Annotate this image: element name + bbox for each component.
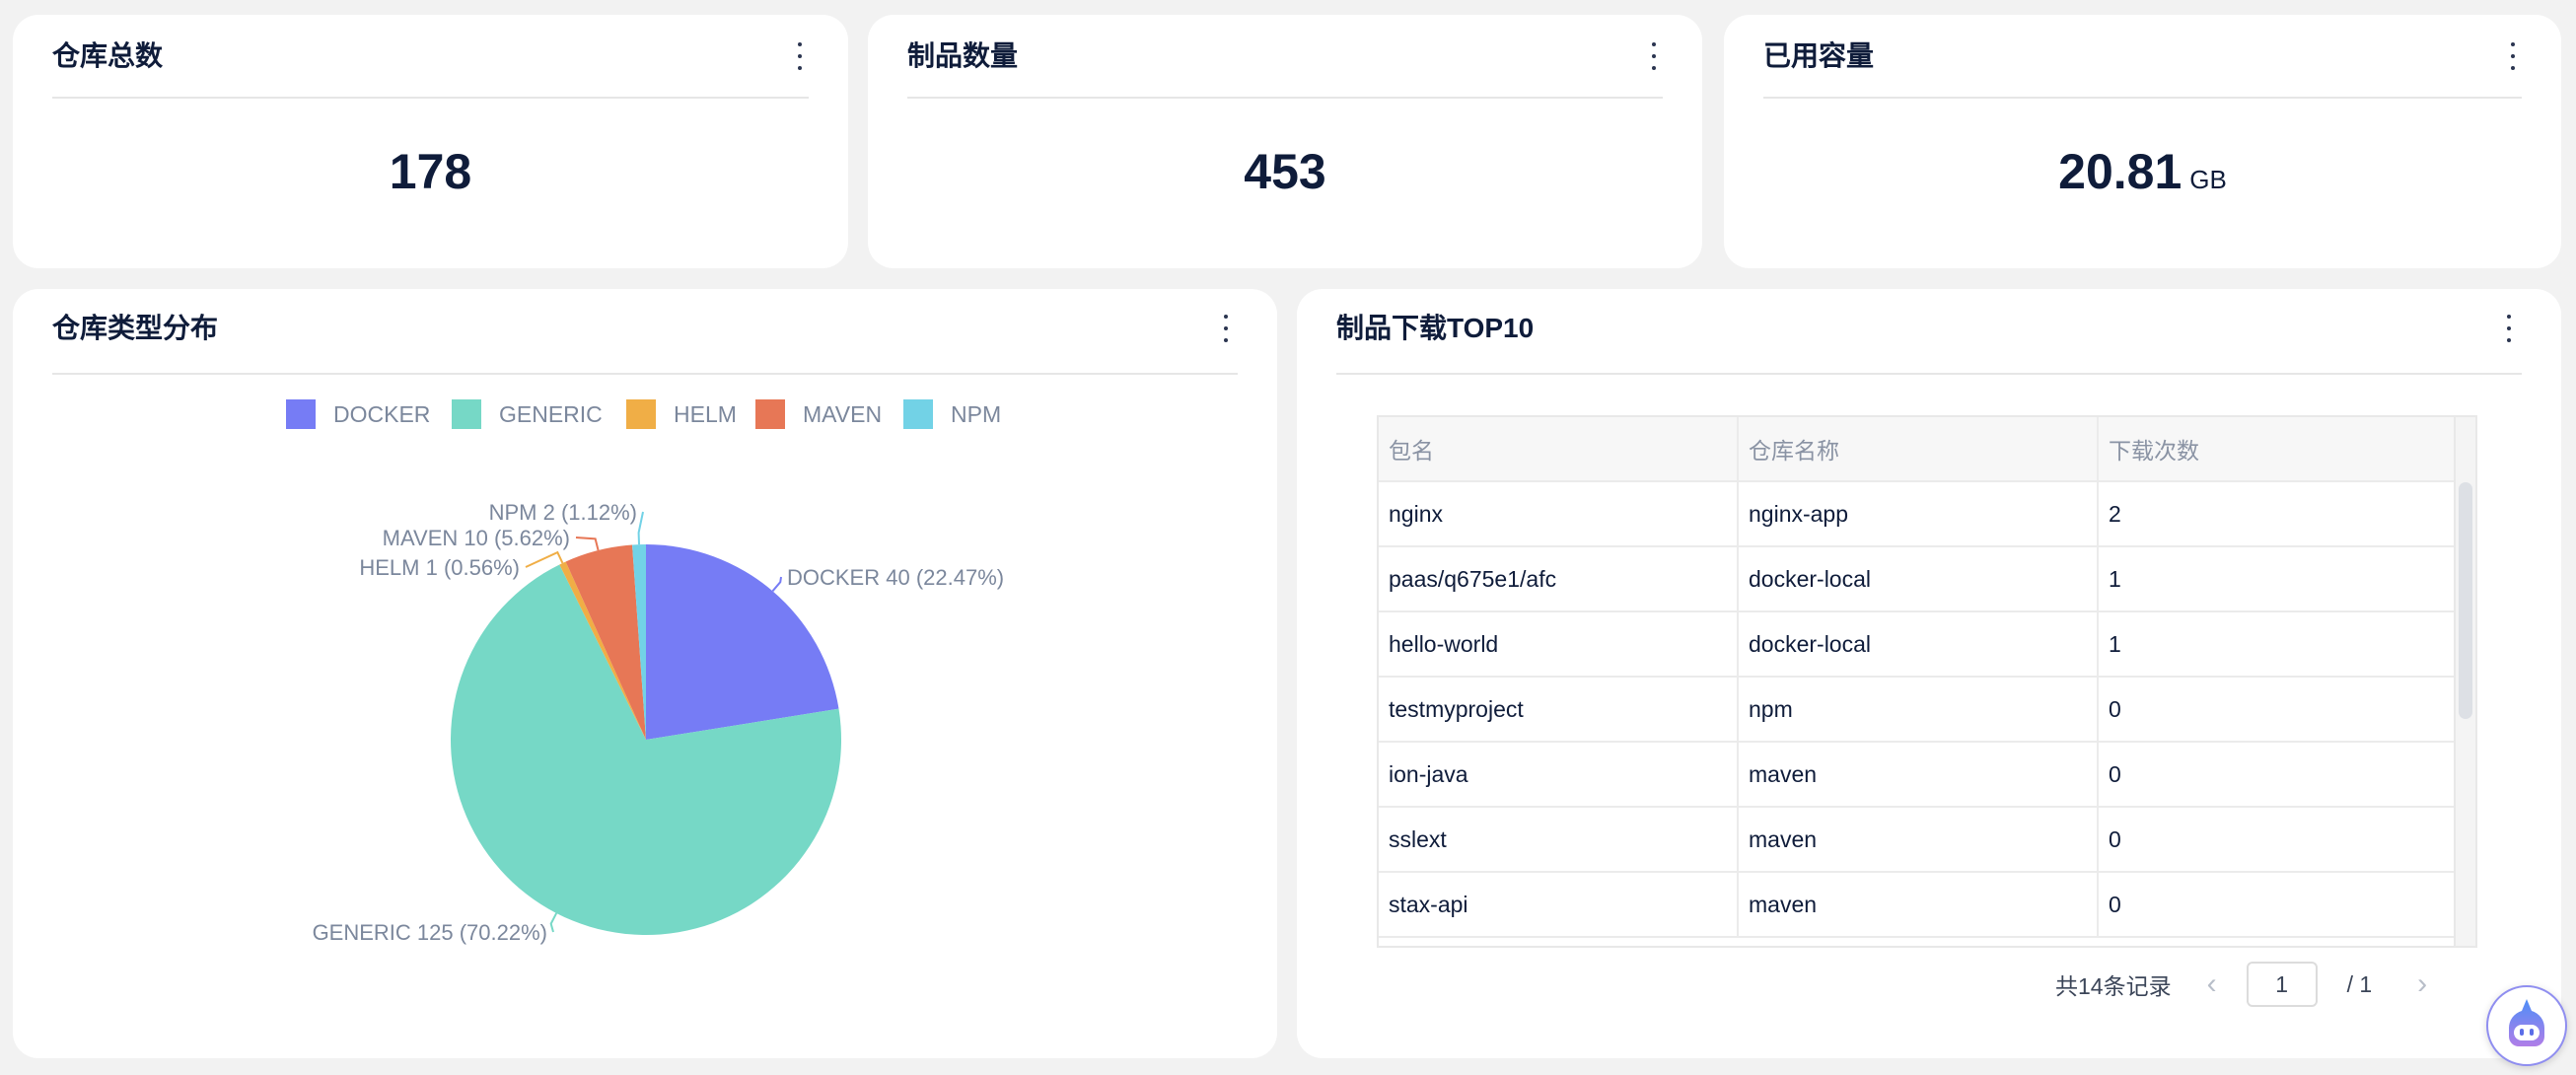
robot-assistant-icon: [2508, 999, 2545, 1046]
stat-card-used-capacity: 已用容量 20.81 GB: [1724, 15, 2561, 268]
stat-number: 178: [389, 144, 472, 199]
legend-label: NPM: [951, 400, 1002, 427]
table-header-row: 包名 仓库名称 下载次数: [1379, 417, 2459, 482]
legend-label: GENERIC: [499, 400, 603, 427]
divider: [1763, 97, 2522, 99]
table-row[interactable]: paas/q675e1/afc docker-local 1: [1379, 546, 2459, 612]
stat-value: 20.81 GB: [1724, 143, 2561, 200]
more-vertical-icon[interactable]: [1216, 311, 1236, 346]
table-row[interactable]: nginx nginx-app 2: [1379, 481, 2459, 547]
divider: [52, 97, 809, 99]
cell-package-name: sslext: [1379, 807, 1739, 873]
total-pages: / 1: [2346, 970, 2373, 997]
legend-swatch: [286, 399, 316, 429]
legend-item-generic[interactable]: GENERIC: [452, 399, 603, 429]
cell-download-count: 0: [2098, 807, 2459, 873]
cell-repo-name: maven: [1738, 872, 2099, 938]
cell-download-count: 0: [2098, 872, 2459, 938]
page-input[interactable]: [2246, 962, 2318, 1007]
table-row[interactable]: stax-api maven 0: [1379, 872, 2459, 938]
divider: [1336, 373, 2522, 375]
cell-package-name: stax-api: [1379, 872, 1739, 938]
cell-repo-name: docker-local: [1738, 611, 2099, 678]
cell-repo-name: docker-local: [1738, 546, 2099, 612]
column-header-downloads[interactable]: 下载次数: [2098, 417, 2459, 482]
legend-swatch: [626, 399, 656, 429]
cell-repo-name: nginx-app: [1738, 481, 2099, 547]
scrollbar-thumb[interactable]: [2459, 482, 2472, 719]
table-row[interactable]: ion-java maven 0: [1379, 742, 2459, 808]
card-title: 仓库类型分布: [52, 313, 219, 343]
cell-repo-name: maven: [1738, 807, 2099, 873]
cell-package-name: nginx: [1379, 481, 1739, 547]
legend-item-npm[interactable]: NPM: [903, 399, 1001, 429]
cell-package-name: ion-java: [1379, 742, 1739, 808]
chevron-right-icon[interactable]: ›: [2417, 968, 2428, 1000]
card-title: 制品数量: [907, 40, 1019, 71]
more-vertical-icon[interactable]: [2499, 311, 2519, 346]
cell-download-count: 0: [2098, 742, 2459, 808]
cell-repo-name: npm: [1738, 677, 2099, 743]
legend-swatch: [452, 399, 481, 429]
legend-swatch: [903, 399, 933, 429]
legend-label: HELM: [674, 400, 737, 427]
stat-number: 20.81: [2058, 144, 2182, 199]
cell-package-name: paas/q675e1/afc: [1379, 546, 1739, 612]
cell-download-count: 0: [2098, 677, 2459, 743]
column-header-package[interactable]: 包名: [1379, 417, 1739, 482]
table-row[interactable]: testmyproject npm 0: [1379, 677, 2459, 743]
cell-package-name: testmyproject: [1379, 677, 1739, 743]
more-vertical-icon[interactable]: [1644, 38, 1664, 74]
cell-repo-name: maven: [1738, 742, 2099, 808]
total-records: 共14条记录: [2055, 973, 2172, 999]
cell-download-count: 1: [2098, 546, 2459, 612]
table-row[interactable]: sslext maven 0: [1379, 807, 2459, 873]
legend-label: DOCKER: [333, 400, 431, 427]
stat-value: 453: [868, 143, 1702, 200]
table-scrollbar[interactable]: [2454, 417, 2475, 946]
cell-package-name: hello-world: [1379, 611, 1739, 678]
downloads-table: 包名 仓库名称 下载次数 nginx nginx-app 2 paas/q675e1/…: [1377, 415, 2477, 948]
legend-item-maven[interactable]: MAVEN: [755, 399, 882, 429]
stat-card-repo-count: 仓库总数 178: [13, 15, 848, 268]
card-title: 制品下载TOP10: [1336, 313, 1535, 343]
cell-download-count: 1: [2098, 611, 2459, 678]
table-row[interactable]: hello-world docker-local 1: [1379, 611, 2459, 678]
stat-unit: GB: [2189, 165, 2227, 194]
stat-value: 178: [13, 143, 848, 200]
divider: [52, 373, 1238, 375]
column-header-repo[interactable]: 仓库名称: [1738, 417, 2099, 482]
stat-number: 453: [1244, 144, 1326, 199]
legend-item-docker[interactable]: DOCKER: [286, 399, 430, 429]
more-vertical-icon[interactable]: [2503, 38, 2523, 74]
legend-label: MAVEN: [803, 400, 883, 427]
pagination: 共14条记录 ‹ / 1 ›: [2055, 962, 2427, 1007]
stat-card-artifact-count: 制品数量 453: [868, 15, 1702, 268]
card-title: 仓库总数: [52, 40, 164, 71]
chevron-left-icon[interactable]: ‹: [2206, 968, 2217, 1000]
more-vertical-icon[interactable]: [790, 38, 810, 74]
card-title: 已用容量: [1763, 40, 1875, 71]
divider: [907, 97, 1663, 99]
legend-item-helm[interactable]: HELM: [626, 399, 737, 429]
legend-swatch: [755, 399, 785, 429]
cell-download-count: 2: [2098, 481, 2459, 547]
assistant-button[interactable]: [2486, 985, 2567, 1066]
